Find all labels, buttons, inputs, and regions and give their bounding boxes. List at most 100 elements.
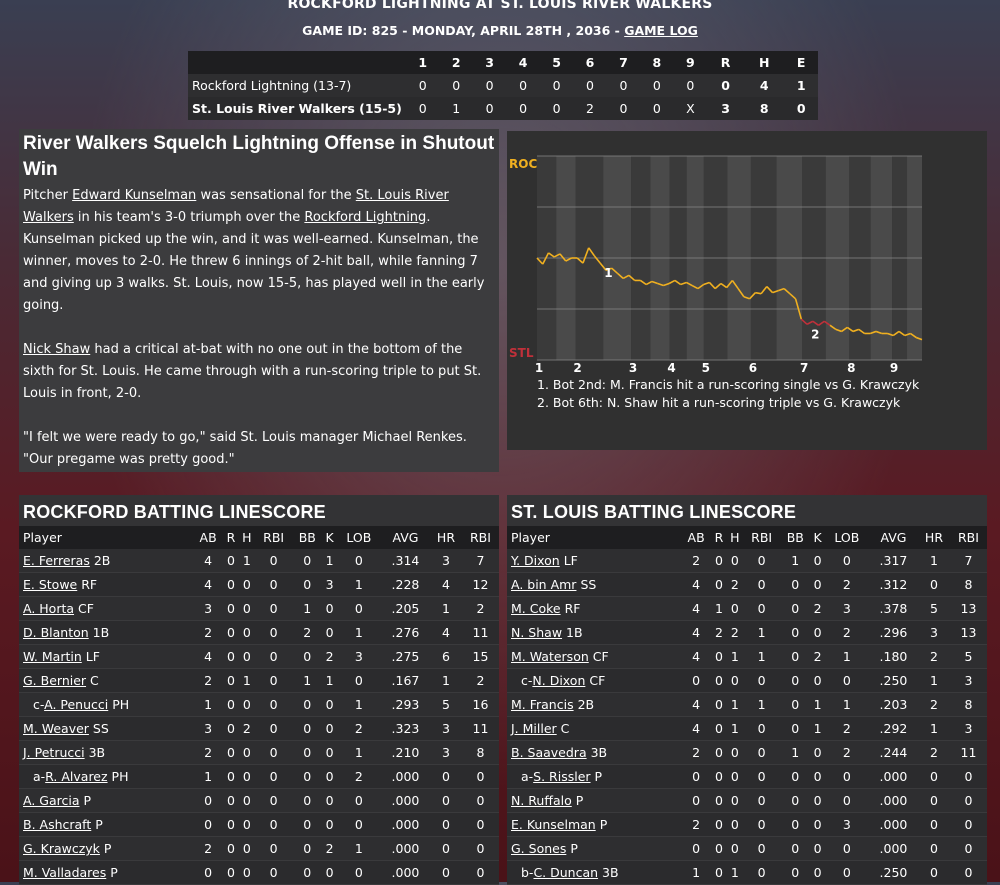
stat-cell: .228 <box>380 572 431 597</box>
stat-cell: 0 <box>824 549 869 573</box>
player-name-link[interactable]: N. Ruffalo <box>511 793 572 808</box>
player-name-link[interactable]: A. Garcia <box>23 793 80 808</box>
stat-cell: 0 <box>726 788 744 813</box>
win-prob-segment <box>898 330 906 337</box>
stat-cell: 4 <box>193 572 224 597</box>
stat-cell: 0 <box>810 764 825 789</box>
player-position: 3B <box>590 745 608 760</box>
player-name-link[interactable]: J. Petrucci <box>23 745 85 760</box>
player-name-link[interactable]: N. Dixon <box>532 673 586 688</box>
linescore-team: Rockford Lightning (13-7) <box>188 74 406 97</box>
stat-cell: 0 <box>223 692 239 717</box>
player-name-link[interactable]: G. Krawczyk <box>23 841 100 856</box>
player-position: LF <box>85 649 100 664</box>
player-name-link[interactable]: B. Saavedra <box>511 745 587 760</box>
stat-cell: 0 <box>681 668 712 693</box>
player-position: RF <box>81 577 98 592</box>
player-name-link[interactable]: E. Stowe <box>23 577 78 592</box>
stat-cell: 0 <box>255 740 293 765</box>
player-name-link[interactable]: N. Shaw <box>511 625 563 640</box>
story-link[interactable]: Edward Kunselman <box>72 188 197 203</box>
stat-cell: 3 <box>430 740 462 765</box>
player-name-link[interactable]: G. Bernier <box>23 673 87 688</box>
win-prob-segment <box>708 281 716 290</box>
win-prob-segment <box>611 267 618 274</box>
stat-cell: 1 <box>743 644 781 669</box>
stat-cell: 0 <box>780 644 811 669</box>
player-position: P <box>83 793 92 808</box>
win-prob-segment <box>760 286 768 295</box>
game-log-link[interactable]: GAME LOG <box>624 23 698 38</box>
stat-cell: 6 <box>430 644 462 669</box>
stat-cell: .000 <box>380 812 431 837</box>
player-name-link[interactable]: A. Horta <box>23 601 75 616</box>
player-name-link[interactable]: J. Miller <box>511 721 557 736</box>
rockford-batting-title: ROCKFORD BATTING LINESCORE <box>19 495 499 526</box>
player-position: 3B <box>88 745 106 760</box>
player-name-link[interactable]: Y. Dixon <box>511 553 560 568</box>
stat-cell: 0 <box>292 812 323 837</box>
player-position: CF <box>592 649 609 664</box>
player-name-link[interactable]: M. Coke <box>511 601 561 616</box>
stat-cell: 2 <box>711 620 727 645</box>
player-name-link[interactable]: M. Valladares <box>23 865 107 880</box>
player-name-link[interactable]: R. Alvarez <box>45 769 108 784</box>
stat-cell: 0 <box>223 620 239 645</box>
player-name-link[interactable]: C. Duncan <box>533 865 599 880</box>
stat-cell: 0 <box>255 668 293 693</box>
linescore-cell: 0 <box>573 74 607 97</box>
stat-cell: 0 <box>238 692 256 717</box>
player-name-link[interactable]: M. Weaver <box>23 721 89 736</box>
chart-note: 1. Bot 2nd: M. Francis hit a run-scoring… <box>537 377 920 392</box>
game-title: ROCKFORD LIGHTNING AT ST. LOUIS RIVER WA… <box>287 0 713 12</box>
win-prob-segment <box>858 328 866 335</box>
player-position: P <box>599 817 608 832</box>
player-name-link[interactable]: W. Martin <box>23 649 82 664</box>
linescore-col-header: 8 <box>640 51 674 74</box>
player-name-link[interactable]: A. Penucci <box>44 697 109 712</box>
story-link[interactable]: St. Louis River Walkers <box>23 188 449 225</box>
linescore-col-header: 7 <box>606 51 641 74</box>
player-cell: M. Valladares P <box>19 860 193 885</box>
stat-cell: 2 <box>918 644 950 669</box>
batting-row: D. Blanton 1B 2 0 0 0 2 0 1.276 4 11 <box>19 620 499 645</box>
linescore-cell: X <box>673 97 708 120</box>
sub-prefix: a- <box>521 769 534 784</box>
batting-row: Y. Dixon LF 2 0 0 0 1 0 0.317 1 7 <box>507 549 987 573</box>
batting-col-header: H <box>238 526 256 549</box>
batting-row: G. Bernier C 2 0 1 0 1 1 0.167 1 2 <box>19 668 499 693</box>
stat-cell: 0 <box>726 740 744 765</box>
player-name-link[interactable]: E. Ferreras <box>23 553 90 568</box>
stat-cell: 0 <box>223 788 239 813</box>
stat-cell: .323 <box>380 716 431 741</box>
stat-cell: 0 <box>193 812 224 837</box>
win-prob-segment <box>755 291 762 295</box>
story-link[interactable]: Rockford Lightning <box>304 210 427 225</box>
stat-cell: 0 <box>810 860 825 885</box>
player-name-link[interactable]: G. Sones <box>511 841 567 856</box>
player-cell: a-R. Alvarez PH <box>19 764 193 789</box>
stat-cell: 0 <box>255 572 293 597</box>
player-name-link[interactable]: A. bin Amr <box>511 577 577 592</box>
win-prob-segment <box>553 253 561 258</box>
batting-row: A. Garcia P 0 0 0 0 0 0 0.000 0 0 <box>19 788 499 813</box>
player-name-link[interactable]: B. Ashcraft <box>23 817 92 832</box>
player-name-link[interactable]: S. Rissler <box>533 769 591 784</box>
batting-row: A. Horta CF 3 0 0 0 1 0 0.205 1 2 <box>19 596 499 621</box>
stat-cell: 0 <box>461 860 499 885</box>
stat-cell: 0 <box>336 596 381 621</box>
stat-cell: 1 <box>780 549 811 573</box>
stat-cell: 0 <box>193 860 224 885</box>
stat-cell: .000 <box>868 788 919 813</box>
linescore-cell: 0 <box>539 97 574 120</box>
player-name-link[interactable]: E. Kunselman <box>511 817 596 832</box>
player-name-link[interactable]: D. Blanton <box>23 625 89 640</box>
player-name-link[interactable]: M. Francis <box>511 697 574 712</box>
stat-cell: 11 <box>461 620 499 645</box>
stat-cell: 1 <box>810 692 825 717</box>
win-prob-segment <box>910 332 917 339</box>
player-name-link[interactable]: M. Waterson <box>511 649 589 664</box>
stat-cell: 0 <box>743 668 781 693</box>
stat-cell: 0 <box>223 549 239 573</box>
story-link[interactable]: Nick Shaw <box>23 342 91 357</box>
